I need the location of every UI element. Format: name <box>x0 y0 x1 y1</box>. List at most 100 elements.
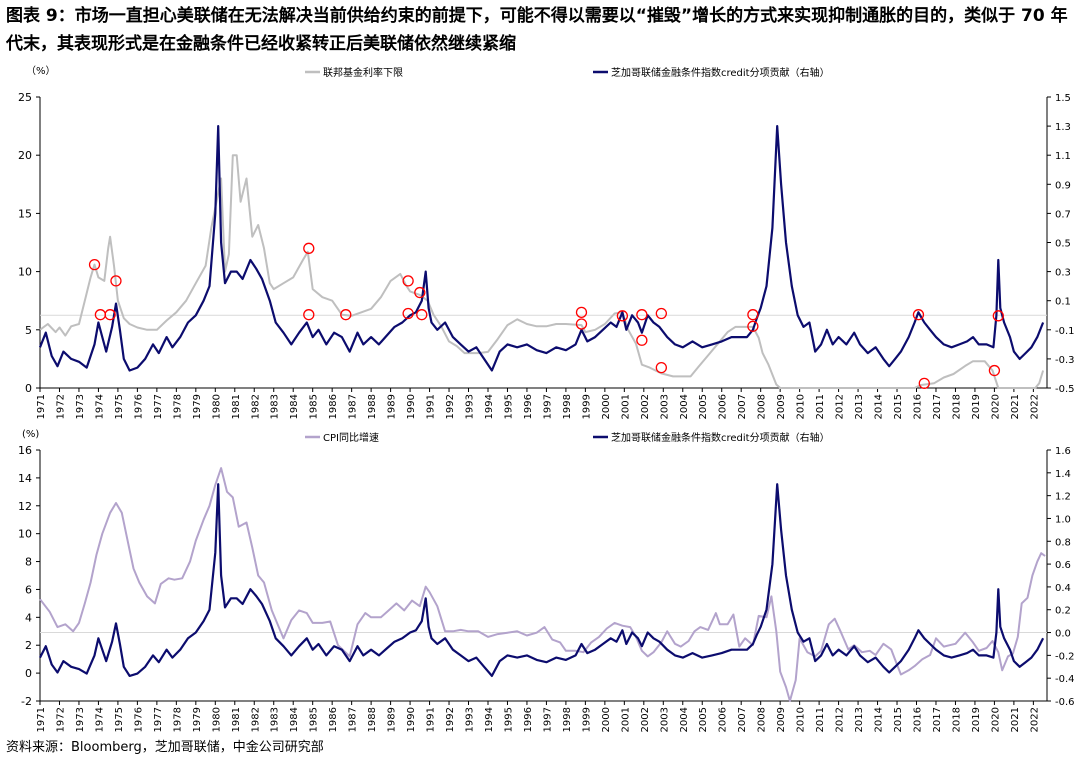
chart1-right-tick-label: 1.3 <box>1055 122 1071 133</box>
chart2-x-tick-label: 2014 <box>874 707 885 732</box>
source-note: 资料来源：Bloomberg，芝加哥联储，中金公司研究部 <box>6 740 324 755</box>
chart2-right-tick-label: 0.2 <box>1055 606 1071 617</box>
chart1-x-tick-label: 2013 <box>854 394 865 419</box>
chart2-x-tick-label: 2022 <box>1029 707 1040 732</box>
chart1-x-tick-label: 2022 <box>1029 394 1040 419</box>
chart1-x-tick-label: 1972 <box>55 394 66 419</box>
chart2-x-tick-label: 1982 <box>250 707 261 732</box>
chart1-x-tick-label: 1986 <box>328 394 339 419</box>
chart1-highlight-marker <box>636 334 648 346</box>
chart1-x-tick-label: 2014 <box>874 394 885 419</box>
chart1-x-tick-label: 1988 <box>367 394 378 419</box>
chart1-right-tick-label: 0.9 <box>1055 180 1071 191</box>
chart1-right-tick-label: -0.5 <box>1055 384 1075 395</box>
chart1-x-tick-label: 2009 <box>776 394 787 419</box>
chart2-x-tick-label: 1978 <box>172 707 183 732</box>
chart2-x-tick-label: 2001 <box>620 707 631 732</box>
chart1-x-tick-label: 1998 <box>562 394 573 419</box>
chart1-x-tick-label: 1978 <box>172 394 183 419</box>
chart1-x-tick-label: 1979 <box>192 394 203 419</box>
chart1-highlight-marker <box>402 275 414 287</box>
chart1-highlight-marker <box>747 309 759 321</box>
chart1-highlight-marker <box>94 309 107 321</box>
chart2-x-tick-label: 2016 <box>912 707 923 732</box>
chart2-x-tick-label: 2005 <box>698 707 709 732</box>
chart1-highlight-marker <box>416 309 428 321</box>
chart1-left-tick-label: 15 <box>18 207 32 220</box>
chart2-x-tick-label: 1983 <box>270 707 281 732</box>
chart1-x-tick-label: 2003 <box>659 394 670 419</box>
chart1-unit-label: （%） <box>26 65 56 77</box>
chart1-x-tick-label: 2012 <box>835 394 846 419</box>
chart1-highlight-marker <box>110 275 122 287</box>
chart1-highlight-marker <box>655 307 667 320</box>
chart1-highlight-marker <box>575 306 588 318</box>
chart1-x-tick-label: 2010 <box>796 394 807 419</box>
chart2-x-tick-label: 2007 <box>737 707 748 732</box>
chart1-highlight-marker <box>616 310 629 322</box>
chart2-legend-2-label: 芝加哥联储金融条件指数credit分项贡献（右轴） <box>611 431 830 444</box>
chart2-x-tick-label: 1992 <box>445 707 456 732</box>
chart2-x-tick-label: 1980 <box>211 707 222 732</box>
chart2-left-tick-label: 4 <box>25 611 32 624</box>
chart2-x-tick-label: 1999 <box>581 707 592 732</box>
chart2-x-tick-label: 2002 <box>640 707 651 732</box>
chart2-right-tick-label: 0.6 <box>1055 560 1071 571</box>
chart1-x-tick-label: 2000 <box>601 394 612 419</box>
chart2-right-tick-label: 1.2 <box>1055 492 1071 503</box>
chart1-x-tick-label: 1987 <box>348 394 359 419</box>
chart1-x-tick-label: 2008 <box>757 394 768 419</box>
chart2-x-tick-label: 2012 <box>835 707 846 732</box>
chart2-x-tick-label: 1988 <box>367 707 378 732</box>
figure-title: 图表 9：市场一直担心美联储在无法解决当前供给约束的前提下，可能不得以需要以“摧… <box>6 6 1068 54</box>
chart2-x-tick-label: 1996 <box>523 707 534 732</box>
chart2-x-tick-label: 1975 <box>114 707 125 732</box>
chart1-x-tick-label: 2005 <box>698 394 709 419</box>
chart2-series-2-line <box>39 483 1045 677</box>
chart2-x-tick-label: 1981 <box>231 707 242 732</box>
chart2-legend-1-label: CPI同比增速 <box>323 431 379 444</box>
chart1-x-tick-label: 1974 <box>94 394 105 419</box>
chart1-x-tick-label: 1975 <box>114 394 125 419</box>
chart1-x-tick-label: 1990 <box>406 394 417 419</box>
chart2-x-tick-label: 1990 <box>406 707 417 732</box>
chart1-left-tick-label: 20 <box>18 149 32 162</box>
chart2-right-tick-label: 0.8 <box>1055 537 1071 548</box>
chart1-highlight-marker <box>303 242 315 254</box>
chart2-x-tick-label: 2011 <box>815 707 826 732</box>
chart1-right-tick-label: 1.5 <box>1055 93 1071 104</box>
chart1-left-tick-label: 0 <box>25 382 32 395</box>
chart1-x-tick-label: 1973 <box>75 394 86 419</box>
chart1-x-tick-label: 2020 <box>990 394 1001 419</box>
chart1-highlight-marker <box>992 310 1004 322</box>
chart1-x-tick-label: 1993 <box>465 394 476 419</box>
chart2-left-tick-label: 0 <box>25 667 32 680</box>
chart2-right-tick-label: 0.4 <box>1055 583 1071 594</box>
chart1-left-tick-label: 5 <box>25 324 32 337</box>
chart2-x-tick-label: 1997 <box>542 707 553 732</box>
chart1-x-tick-label: 1996 <box>523 394 534 419</box>
chart2-x-tick-label: 1971 <box>36 707 47 732</box>
chart1-x-tick-label: 1982 <box>250 394 261 419</box>
chart2-x-tick-label: 2018 <box>951 707 962 732</box>
chart2-x-tick-label: 1993 <box>465 707 476 732</box>
chart2-left-tick-label: 2 <box>25 639 32 652</box>
chart1-highlight-marker <box>414 286 426 299</box>
chart2-x-tick-label: 1994 <box>484 707 495 732</box>
chart1-right-tick-label: 0.1 <box>1055 297 1071 308</box>
chart2-left-tick-label: -2 <box>21 695 32 708</box>
chart2-x-tick-label: 2003 <box>659 707 670 732</box>
chart1-x-tick-label: 1997 <box>542 394 553 419</box>
chart1-x-tick-label: 2016 <box>912 394 923 419</box>
chart2-right-tick-label: -0.6 <box>1055 697 1075 708</box>
chart2-x-tick-label: 2009 <box>776 707 787 732</box>
chart2-x-tick-label: 2006 <box>718 707 729 732</box>
chart1-right-tick-label: 1.1 <box>1055 151 1071 162</box>
chart1-x-tick-label: 2004 <box>679 394 690 419</box>
chart2-x-tick-label: 2010 <box>796 707 807 732</box>
chart2-right-tick-label: -0.4 <box>1055 674 1075 685</box>
chart2-series-1-line <box>39 467 1046 702</box>
chart2-x-tick-label: 2017 <box>932 707 943 732</box>
chart2-x-tick-label: 1998 <box>562 707 573 732</box>
